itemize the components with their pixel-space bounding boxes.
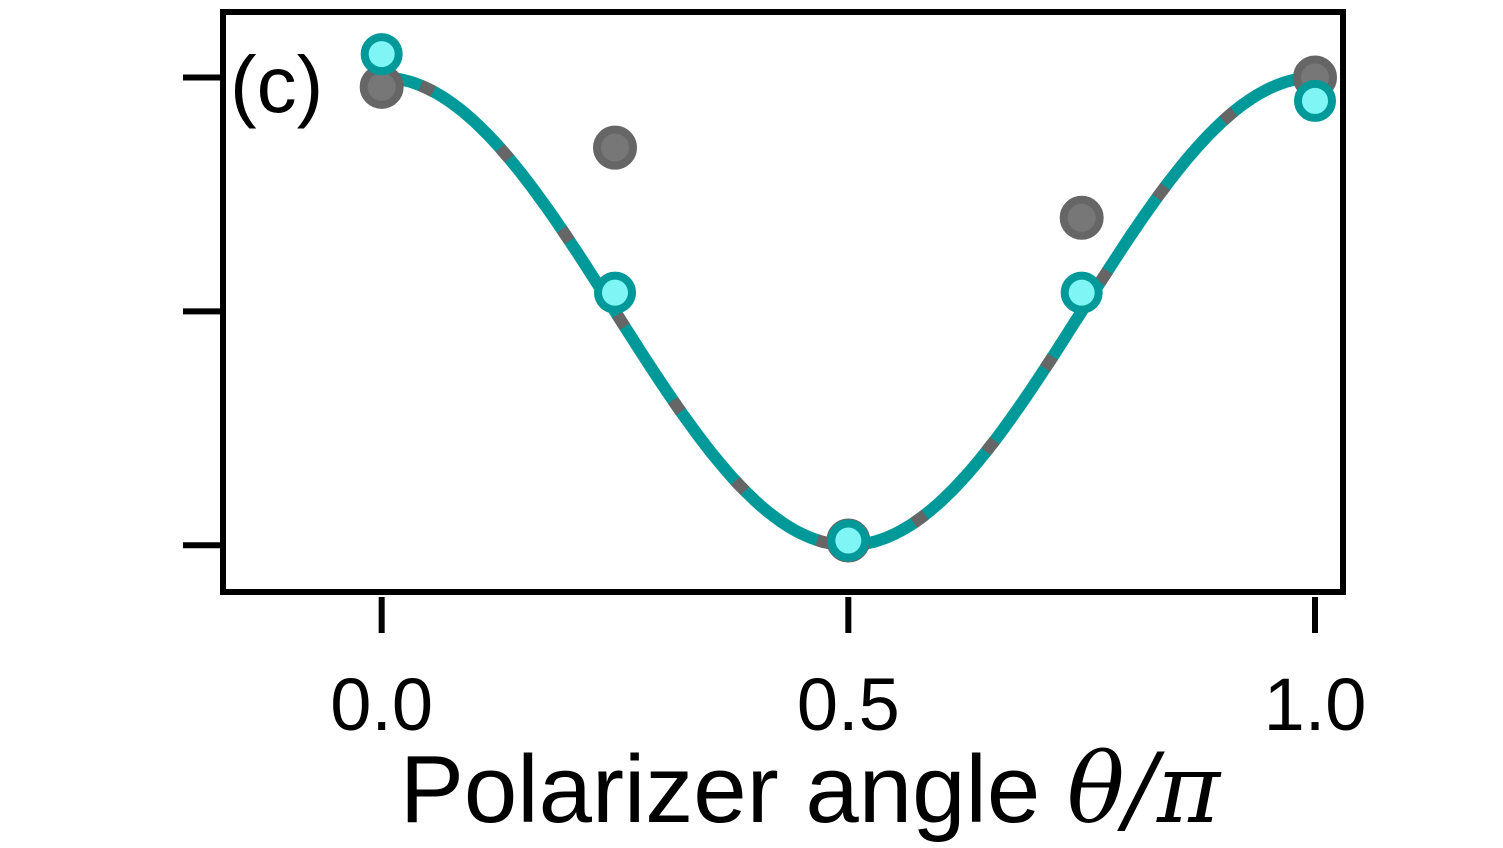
data-markers-group xyxy=(359,33,1337,563)
teal-data-point xyxy=(827,519,870,562)
x-tick-label: 0.5 xyxy=(797,663,900,746)
y-ticks-group xyxy=(183,74,223,549)
fit-curve-group xyxy=(375,71,1321,552)
gray-data-point xyxy=(593,125,637,170)
teal-data-point xyxy=(594,271,636,314)
x-ticks-group: 0.0 0.5 1.0 xyxy=(330,597,1366,746)
teal-data-point xyxy=(360,33,403,76)
teal-data-point xyxy=(1060,271,1103,314)
x-tick-label: 1.0 xyxy=(1264,663,1367,746)
x-axis-title-math: θ/π xyxy=(1067,733,1222,845)
panel-label: (c) xyxy=(230,40,323,129)
x-tick-label: 0.0 xyxy=(330,663,433,746)
fit-curve-gray-dashed xyxy=(381,71,1315,552)
x-axis-title-text: Polarizer angle xyxy=(400,736,1067,843)
fit-curve-teal xyxy=(375,71,1321,552)
gray-data-point xyxy=(1059,195,1104,240)
plot-frame xyxy=(220,9,1346,595)
x-axis-title: Polarizer angle θ/π xyxy=(400,733,1222,845)
teal-data-point xyxy=(1294,79,1336,122)
